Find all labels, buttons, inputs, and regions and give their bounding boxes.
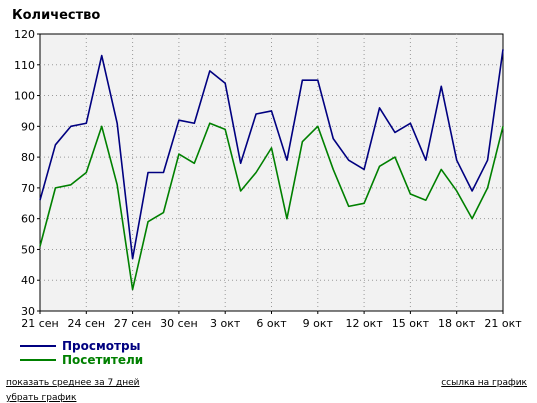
axis-ticks: 30 40 50 60 70 80 90 100 110 120 21 сен 24 сен 27 се… [14,28,522,330]
legend-label-views: Просмотры [62,339,141,353]
plot-area [39,33,504,312]
legend-swatch-views [20,345,56,347]
legend-label-visitors: Посетители [62,353,144,367]
legend-item-visitors: Посетители [20,353,143,367]
x-tick-label: 18 окт [438,317,476,330]
chart-link[interactable]: ссылка на график [441,378,527,388]
x-tick-label: 30 сен [160,317,198,330]
x-tick-label: 27 сен [114,317,152,330]
x-tick-label: 21 окт [484,317,522,330]
y-tick-label: 30 [21,305,35,318]
y-tick-label: 100 [14,90,35,103]
show-average-link[interactable]: показать среднее за 7 дней [6,378,140,388]
x-tick-label: 21 сен [21,317,59,330]
y-tick-label: 60 [21,213,35,226]
y-tick-label: 80 [21,151,35,164]
y-tick-label: 40 [21,274,35,287]
y-tick-label: 120 [14,28,35,41]
x-tick-label: 15 окт [392,317,430,330]
x-tick-label: 12 окт [345,317,383,330]
y-tick-label: 50 [21,243,35,256]
x-tick-label: 3 окт [210,317,241,330]
series-line-views [39,49,504,260]
chart-title: Количество [12,8,101,23]
x-tick-label: 9 окт [303,317,334,330]
y-tick-label: 110 [14,59,35,72]
x-tick-label: 6 окт [256,317,287,330]
hide-chart-link[interactable]: убрать график [6,393,77,403]
series-layer [39,49,504,291]
x-tick-label: 24 сен [68,317,106,330]
series-line-visitors [39,122,504,291]
line-chart: 30 40 50 60 70 80 90 100 110 120 21 сен 24 сен 27 се… [14,28,522,330]
legend-item-views: Просмотры [20,339,143,353]
y-tick-label: 90 [21,120,35,133]
y-tick-label: 70 [21,182,35,195]
legend-swatch-visitors [20,359,56,361]
legend: Просмотры Посетители [20,339,143,367]
